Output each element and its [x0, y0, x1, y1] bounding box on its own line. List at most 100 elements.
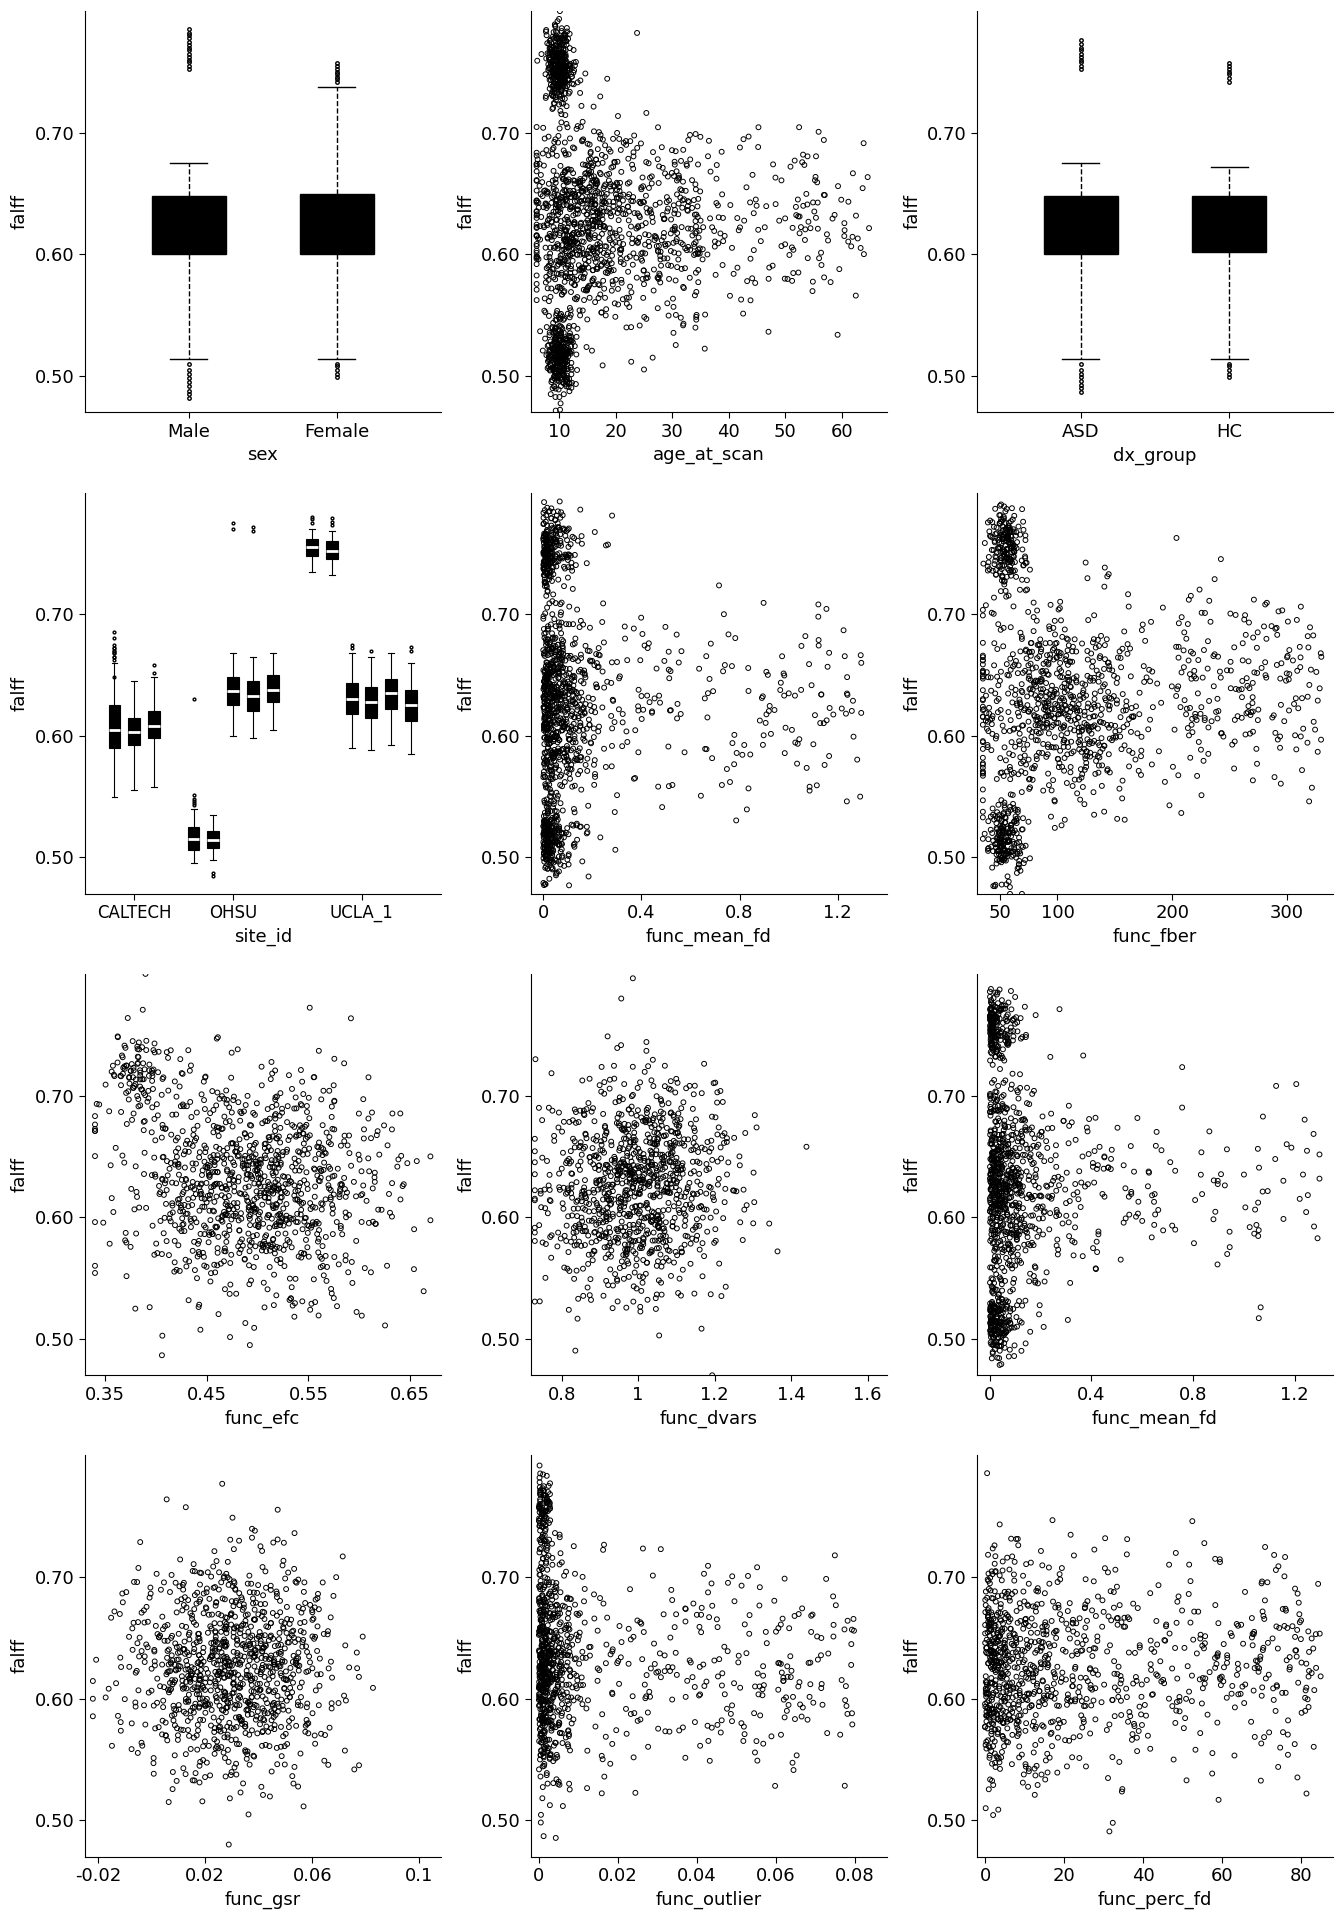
Point — [228, 1215, 250, 1246]
Point — [972, 655, 993, 685]
Point — [550, 52, 571, 83]
Point — [531, 1611, 552, 1642]
Point — [1245, 1653, 1266, 1684]
Point — [1275, 1645, 1297, 1676]
Point — [982, 1263, 1004, 1294]
Point — [1038, 687, 1059, 718]
Point — [622, 136, 644, 167]
Point — [181, 1190, 203, 1221]
Point — [554, 570, 575, 601]
Point — [274, 1749, 296, 1780]
Point — [215, 1108, 237, 1139]
Point — [304, 1592, 325, 1622]
Point — [296, 1091, 317, 1121]
Point — [102, 1050, 124, 1081]
Point — [548, 676, 570, 707]
Point — [1102, 1807, 1124, 1837]
Point — [297, 1709, 319, 1740]
Point — [548, 693, 570, 724]
Point — [554, 349, 575, 380]
Point — [1017, 1678, 1039, 1709]
Point — [550, 332, 571, 363]
Point — [560, 353, 582, 384]
Point — [559, 324, 581, 355]
Point — [1253, 1632, 1274, 1663]
Point — [1203, 1165, 1224, 1196]
Point — [714, 1117, 735, 1148]
Point — [539, 561, 560, 591]
Point — [716, 1160, 738, 1190]
Point — [544, 167, 566, 198]
Point — [1020, 1183, 1042, 1213]
Point — [317, 1169, 339, 1200]
Point — [286, 1644, 308, 1674]
Point — [528, 1657, 550, 1688]
Point — [993, 829, 1015, 860]
Point — [289, 1607, 310, 1638]
Point — [538, 140, 559, 171]
Point — [539, 73, 560, 104]
Point — [286, 1092, 308, 1123]
Point — [292, 1632, 313, 1663]
Point — [269, 1127, 290, 1158]
Point — [1038, 730, 1059, 760]
Point — [230, 1619, 251, 1649]
Point — [992, 1720, 1013, 1751]
Point — [226, 1630, 247, 1661]
Point — [1118, 591, 1140, 622]
Point — [1297, 1684, 1318, 1715]
Point — [539, 1490, 560, 1521]
Point — [989, 1620, 1011, 1651]
Point — [554, 553, 575, 584]
Point — [745, 1738, 766, 1768]
Point — [556, 743, 578, 774]
Point — [560, 547, 582, 578]
Point — [609, 1158, 630, 1188]
Point — [1086, 1154, 1107, 1185]
Point — [258, 1231, 280, 1261]
Point — [593, 1208, 614, 1238]
Point — [564, 624, 586, 655]
Point — [982, 1018, 1004, 1048]
Point — [594, 180, 616, 211]
Point — [552, 171, 574, 202]
Point — [582, 196, 603, 227]
Point — [543, 1682, 564, 1713]
Point — [652, 1142, 673, 1173]
Point — [1060, 705, 1082, 735]
Point — [566, 808, 587, 839]
Point — [991, 1231, 1012, 1261]
Point — [227, 1613, 249, 1644]
Point — [999, 826, 1020, 856]
Point — [554, 303, 575, 334]
Point — [1075, 1684, 1097, 1715]
Point — [991, 1165, 1012, 1196]
Point — [1310, 637, 1332, 668]
Point — [995, 1112, 1016, 1142]
Point — [577, 150, 598, 180]
Point — [1097, 1715, 1118, 1745]
Point — [538, 705, 559, 735]
Point — [577, 1273, 598, 1304]
Point — [1040, 674, 1062, 705]
Point — [550, 351, 571, 382]
Point — [980, 1288, 1001, 1319]
Point — [220, 1160, 242, 1190]
Point — [1044, 1592, 1066, 1622]
Point — [578, 1177, 599, 1208]
Point — [566, 1619, 587, 1649]
Point — [986, 1020, 1008, 1050]
Point — [550, 330, 571, 361]
Point — [552, 367, 574, 397]
Point — [980, 1016, 1001, 1046]
Point — [535, 1653, 556, 1684]
Point — [544, 826, 566, 856]
Point — [558, 532, 579, 563]
Point — [211, 1173, 233, 1204]
Point — [161, 1645, 183, 1676]
Point — [1035, 695, 1056, 726]
Point — [680, 1647, 702, 1678]
Point — [1141, 749, 1163, 780]
Point — [554, 708, 575, 739]
Point — [997, 524, 1019, 555]
